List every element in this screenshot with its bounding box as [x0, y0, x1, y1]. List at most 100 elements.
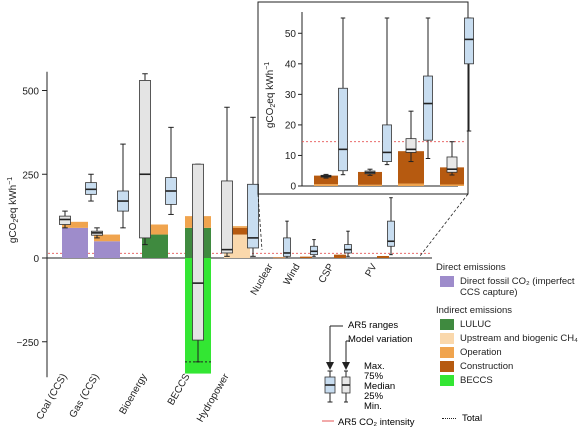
- inset-y-tick-label: 10: [285, 151, 297, 162]
- guide-p25: 25%: [364, 391, 384, 402]
- box-guide-graphic: [322, 325, 351, 422]
- inset-y-tick-label: 40: [285, 59, 297, 70]
- bar-fossil: [94, 241, 120, 258]
- legend-swatch-operation: [440, 347, 454, 358]
- legend-label-fossil: Direct fossil CO₂ (imperfect CCS capture…: [460, 276, 575, 298]
- legend-indirect-heading: Indirect emissions: [436, 305, 513, 316]
- legend-swatch-upstream: [440, 333, 454, 344]
- legend-item-beccs: BECCS: [436, 375, 582, 386]
- category-gas-ccs: Gas (CCS): [68, 143, 129, 420]
- box-1-box: [247, 183, 259, 249]
- inset-ar5-box-box: [338, 87, 348, 172]
- inset-y-tick-label: 50: [285, 29, 297, 40]
- inset-frame: [257, 1, 469, 195]
- bar-construction: [273, 257, 285, 259]
- box-0-box: [221, 180, 233, 254]
- legend: Direct emissions Direct fossil CO₂ (impe…: [436, 262, 582, 389]
- y-tick-label: 250: [22, 170, 39, 181]
- inset-model-box-box: [405, 138, 417, 153]
- legend-item-operation: Operation: [436, 347, 582, 358]
- category-label: Hydropower: [195, 371, 232, 424]
- inset-category-wind: [358, 17, 392, 186]
- inset-category-pv: [440, 17, 474, 186]
- inset-ar5-box-box: [464, 17, 474, 65]
- inset-bar-operation: [314, 184, 338, 186]
- legend-item-total: Total: [442, 413, 482, 424]
- bar-operation: [142, 224, 168, 235]
- inset-y-tick-label: 0: [290, 182, 296, 193]
- main-y-axis-label: gCO2eq kWh−1: [7, 177, 20, 243]
- bar-construction: [377, 255, 389, 258]
- inset-model-box-box: [446, 156, 458, 173]
- box-1-box: [85, 182, 97, 195]
- inset-bar-construction: [440, 167, 464, 185]
- legend-label-upstream: Upstream and biogenic CH₄: [460, 333, 578, 344]
- legend-swatch-luluc: [440, 319, 454, 330]
- total-dash-swatch: [442, 418, 456, 419]
- category-label: PV: [363, 262, 379, 279]
- legend-label-construction: Construction: [460, 361, 514, 372]
- inset-y-tick-label: 20: [285, 120, 297, 131]
- category-label: Coal (CCS): [35, 372, 70, 422]
- legend-label-beccs: BECCS: [460, 375, 493, 386]
- inset-ar5-box-box: [423, 75, 433, 141]
- category-label: Nuclear: [249, 261, 276, 297]
- inset-bar-operation: [398, 183, 424, 186]
- bar-construction: [300, 256, 312, 258]
- guide-max: Max.: [364, 361, 385, 372]
- category-label: Gas (CCS): [68, 372, 102, 420]
- legend-item-upstream: Upstream and biogenic CH₄: [436, 333, 582, 344]
- inset-ar5-box-box: [382, 124, 392, 162]
- bar-operation: [224, 226, 250, 228]
- legend-item-fossil: Direct fossil CO₂ (imperfect CCS capture…: [436, 276, 582, 298]
- y-tick-label: 0: [33, 254, 39, 265]
- box-0-box: [59, 215, 71, 225]
- guide-model-variation: Model variation: [348, 334, 413, 345]
- category-label: BECCS: [166, 372, 193, 408]
- legend-swatch-beccs: [440, 375, 454, 386]
- bar-luluc: [142, 234, 168, 258]
- guide-p75: 75%: [364, 371, 384, 382]
- box-0-box: [344, 244, 352, 254]
- legend-label-luluc: LULUC: [460, 319, 492, 330]
- guide-arrowhead-ar5: [326, 362, 334, 370]
- guide-arrowhead-model: [342, 362, 350, 370]
- category-bioenergy: Bioenergy: [118, 73, 177, 416]
- bar-construction: [224, 227, 250, 235]
- bar-construction: [334, 254, 346, 258]
- legend-swatch-fossil: [440, 276, 454, 287]
- inset-category-csp: [398, 17, 433, 186]
- box-0-box: [139, 80, 151, 239]
- zoom-connector-left: [257, 193, 263, 251]
- guide-median: Median: [364, 381, 396, 392]
- legend-item-luluc: LULUC: [436, 319, 582, 330]
- legend-label-total: Total: [462, 413, 483, 424]
- inset-bar-operation: [440, 184, 464, 186]
- box-0-box: [283, 237, 291, 257]
- category-label: Bioenergy: [118, 372, 150, 416]
- bar-fossil: [62, 227, 88, 258]
- legend-label-operation: Operation: [460, 347, 502, 358]
- bar-operation: [94, 234, 120, 242]
- inset-bar-construction: [314, 175, 338, 185]
- box-0-box: [387, 220, 395, 247]
- box-0-box: [192, 163, 204, 341]
- box-0-box: [310, 245, 318, 256]
- legend-item-construction: Construction: [436, 361, 582, 372]
- category-label: CSP: [317, 262, 337, 286]
- zoom-connector-right: [419, 193, 469, 257]
- bar-operation: [62, 221, 88, 228]
- y-tick-label: 500: [22, 87, 39, 98]
- category-label: Wind: [282, 262, 303, 287]
- legend-direct-heading: Direct emissions: [436, 262, 506, 273]
- guide-min: Min.: [364, 401, 382, 412]
- guide-ar5-intensity: AR5 CO₂ intensity: [338, 417, 415, 428]
- inset-bar-operation: [358, 184, 382, 186]
- inset-bar-construction: [358, 171, 382, 185]
- legend-swatch-construction: [440, 361, 454, 372]
- inset-chart: 0 10 20 30 40 50: [257, 1, 474, 257]
- inset-category-nuclear: [314, 17, 348, 186]
- guide-ar5-ranges: AR5 ranges: [348, 320, 399, 331]
- y-tick-label: −250: [16, 338, 39, 349]
